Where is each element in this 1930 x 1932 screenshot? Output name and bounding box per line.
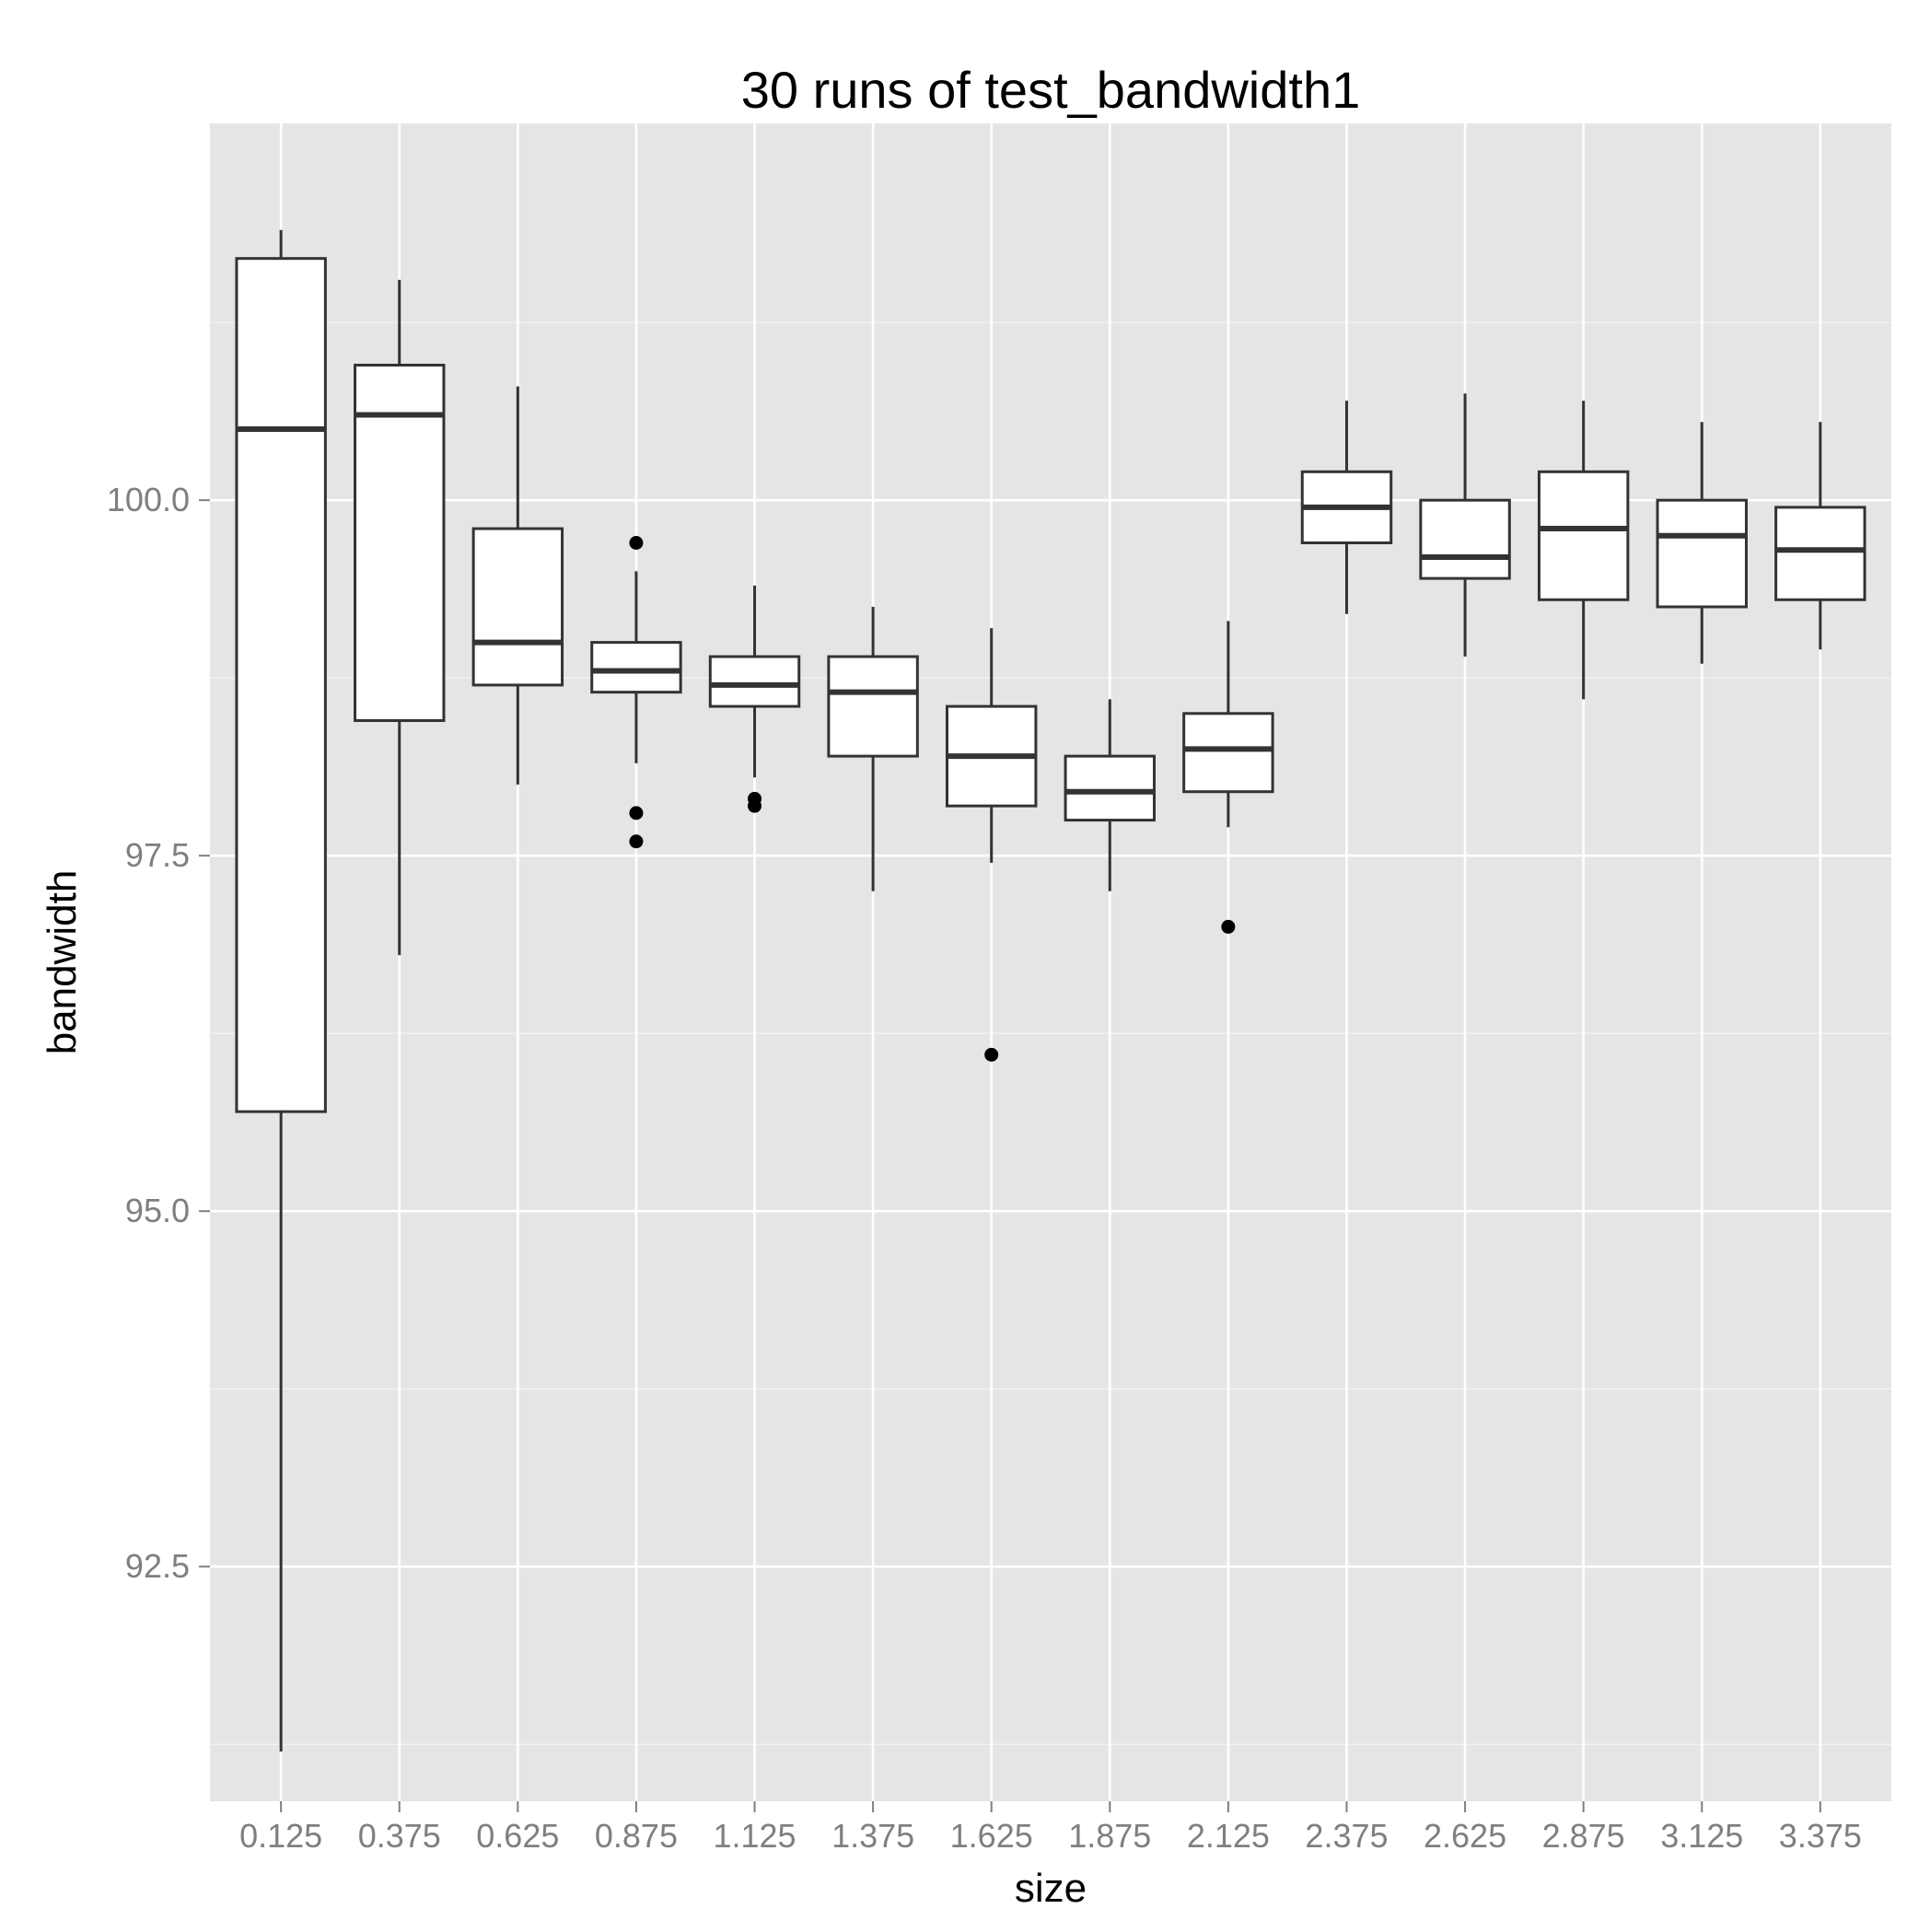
x-tick-label: 1.125 bbox=[713, 1817, 796, 1855]
outlier-point bbox=[629, 834, 644, 849]
x-tick-label: 3.375 bbox=[1779, 1817, 1862, 1855]
outlier-point bbox=[629, 806, 644, 821]
panel-background bbox=[210, 123, 1891, 1801]
box-0.375 bbox=[354, 279, 446, 956]
box-3.125 bbox=[1656, 422, 1748, 664]
outlier-point bbox=[1221, 919, 1236, 934]
box-1.125 bbox=[708, 585, 801, 813]
box-2.625 bbox=[1419, 393, 1511, 658]
box-iqr bbox=[590, 641, 682, 694]
y-tick-label: 92.5 bbox=[125, 1547, 190, 1585]
y-tick-label: 100.0 bbox=[107, 481, 190, 518]
box-2.375 bbox=[1300, 401, 1393, 614]
outlier-point bbox=[629, 536, 644, 550]
box-2.125 bbox=[1182, 621, 1274, 934]
x-tick-label: 3.125 bbox=[1660, 1817, 1743, 1855]
x-tick-label: 1.875 bbox=[1068, 1817, 1151, 1855]
box-iqr bbox=[1774, 506, 1866, 601]
x-tick-label: 0.875 bbox=[595, 1817, 678, 1855]
box-2.875 bbox=[1537, 401, 1630, 700]
x-tick-label: 2.375 bbox=[1305, 1817, 1388, 1855]
box-iqr bbox=[235, 257, 327, 1113]
x-tick-label: 2.875 bbox=[1542, 1817, 1625, 1855]
y-tick-label: 97.5 bbox=[125, 836, 190, 874]
x-tick-label: 0.375 bbox=[358, 1817, 441, 1855]
box-1.875 bbox=[1064, 699, 1157, 891]
box-iqr bbox=[471, 527, 564, 687]
box-iqr bbox=[1656, 498, 1748, 609]
box-iqr bbox=[1182, 712, 1274, 794]
x-axis-label: size bbox=[1015, 1866, 1087, 1911]
chart-title: 30 runs of test_bandwidth1 bbox=[741, 61, 1360, 119]
box-3.375 bbox=[1774, 422, 1866, 650]
box-iqr bbox=[354, 363, 446, 723]
x-tick-label: 0.625 bbox=[476, 1817, 559, 1855]
box-1.625 bbox=[945, 628, 1038, 1062]
box-0.125 bbox=[235, 229, 327, 1752]
x-tick-label: 2.625 bbox=[1424, 1817, 1506, 1855]
box-iqr bbox=[708, 655, 801, 708]
box-0.625 bbox=[471, 386, 564, 785]
x-tick-label: 1.375 bbox=[831, 1817, 914, 1855]
y-axis-ticks: 92.5 95.0 97.5 100.0 bbox=[107, 481, 210, 1585]
outlier-point bbox=[984, 1047, 999, 1062]
y-axis-label: bandwidth bbox=[40, 870, 85, 1055]
box-iqr bbox=[1537, 470, 1630, 601]
x-tick-label: 0.125 bbox=[239, 1817, 322, 1855]
box-iqr bbox=[827, 655, 919, 758]
box-1.375 bbox=[827, 606, 919, 891]
y-tick-label: 95.0 bbox=[125, 1192, 190, 1229]
x-tick-label: 1.625 bbox=[950, 1817, 1033, 1855]
x-axis-ticks: 0.125 0.375 0.625 0.875 1.125 1.375 1.625 1.875… bbox=[239, 1801, 1862, 1855]
box-series bbox=[235, 229, 1866, 1752]
outlier-point bbox=[748, 798, 762, 813]
box-0.875 bbox=[590, 536, 682, 849]
box-iqr bbox=[1419, 498, 1511, 580]
box-iqr bbox=[1064, 754, 1157, 822]
x-tick-label: 2.125 bbox=[1187, 1817, 1270, 1855]
